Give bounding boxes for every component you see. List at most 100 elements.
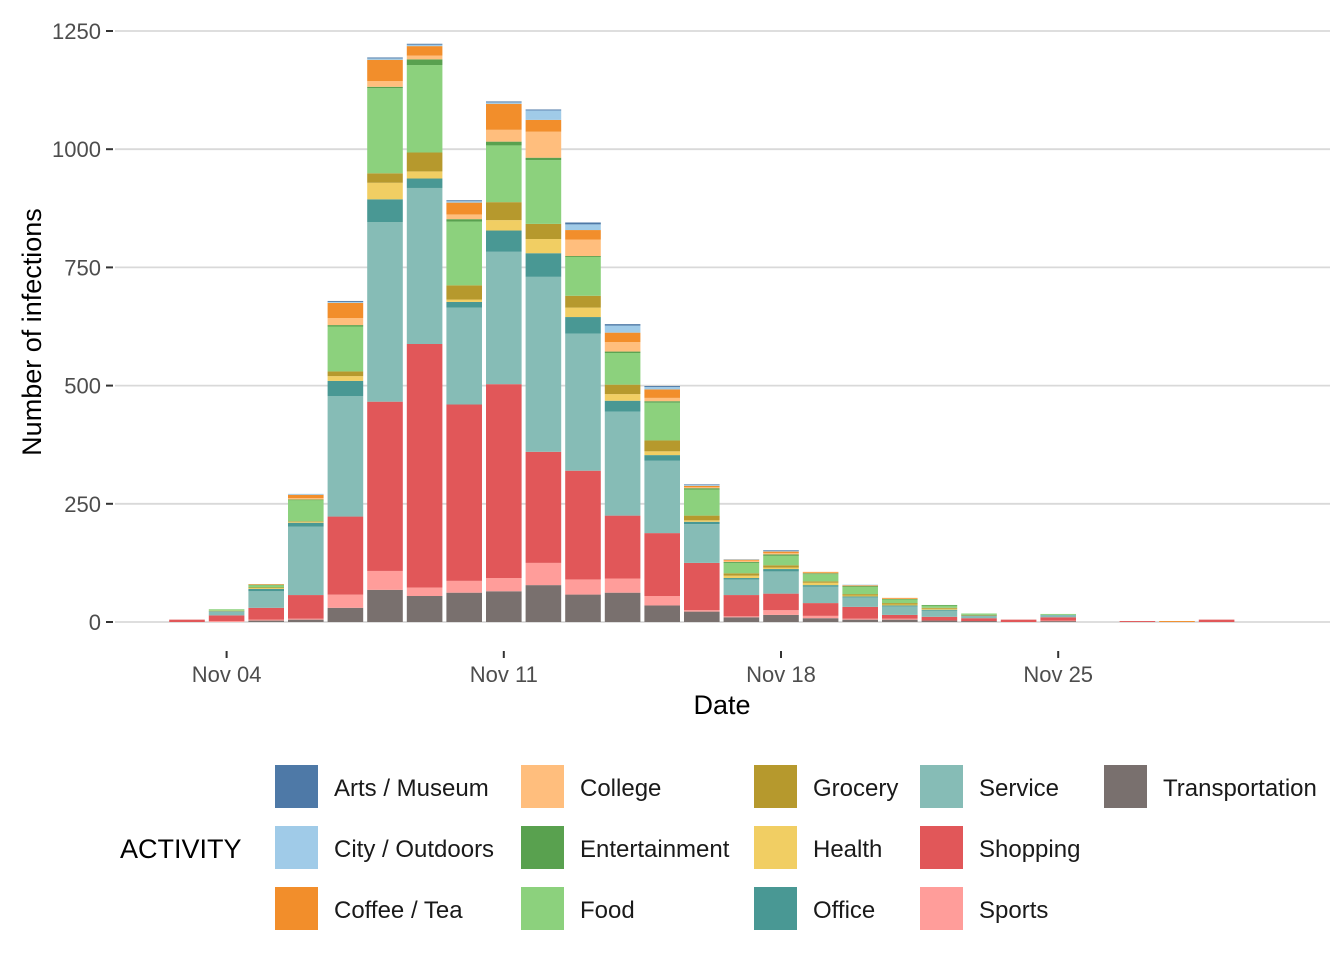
bar-segment-entertainment: [248, 584, 284, 586]
legend-label-health: Health: [813, 836, 882, 863]
bar-segment-city-outdoors: [327, 301, 364, 303]
bar-segment-shopping: [842, 606, 878, 619]
bar-segment-coffee-tea: [525, 119, 562, 132]
bar-segment-food: [367, 88, 403, 174]
legend-swatch-grocery: [754, 765, 797, 808]
legend-label-college: College: [580, 775, 661, 802]
bar-segment-food: [961, 613, 997, 615]
bar-segment-sports: [446, 580, 482, 593]
bar-segment-city-outdoors: [684, 484, 720, 486]
bar-segment-service: [684, 524, 720, 563]
bar-segment-sports: [406, 587, 443, 596]
bar-segment-service: [208, 611, 245, 616]
legend-swatch-coffee-tea: [275, 887, 318, 930]
bar-segment-office: [565, 317, 601, 334]
bar-segment-shopping: [961, 618, 997, 622]
bar-segment-city-outdoors: [486, 102, 522, 104]
bar-segment-coffee-tea: [842, 585, 878, 586]
bar-segment-sports: [1040, 620, 1076, 622]
bar-segment-office: [288, 522, 324, 527]
bar-segment-service: [565, 333, 601, 471]
y-tick-label: 500: [64, 374, 101, 399]
bar-segment-service: [961, 615, 997, 619]
bar-segment-transportation: [723, 617, 760, 622]
bar-segment-service: [723, 579, 760, 596]
bar-segment-college: [882, 598, 918, 599]
bar-segment-grocery: [604, 384, 641, 395]
bar-segment-entertainment: [882, 598, 918, 600]
bar-segment-coffee-tea: [327, 302, 364, 318]
bar-segment-food: [684, 489, 720, 516]
bar-segment-office: [208, 611, 245, 612]
legend-swatch-food: [521, 887, 564, 930]
bar-segment-shopping: [486, 384, 522, 579]
bar-segment-grocery: [486, 202, 522, 221]
bar-segment-shopping: [446, 404, 482, 581]
bar-segment-shopping: [367, 401, 403, 571]
bar-segment-transportation: [802, 618, 839, 622]
bar-segment-food: [406, 65, 443, 153]
bar-segment-grocery: [723, 573, 760, 576]
y-tick-label: 0: [89, 610, 101, 635]
bar-segment-shopping: [921, 616, 958, 621]
bar-segment-sports: [842, 618, 878, 620]
x-axis-title: Date: [693, 690, 750, 720]
bar-segment-city-outdoors: [288, 493, 324, 495]
bar-segment-arts-museum: [604, 324, 641, 326]
bar-segment-shopping: [1198, 619, 1235, 622]
bar-segment-transportation: [604, 592, 641, 622]
bar-segment-food: [723, 562, 760, 574]
x-tick-label: Nov 11: [470, 662, 538, 687]
bar-segment-office: [723, 578, 760, 580]
bar-segment-office: [525, 253, 562, 277]
bar-segment-food: [208, 609, 245, 611]
bar-segment-shopping: [327, 516, 364, 595]
legend-swatch-city-outdoors: [275, 826, 318, 869]
legend-label-office: Office: [813, 897, 875, 924]
bar-segment-service: [802, 586, 839, 604]
bar-segment-health: [565, 307, 601, 318]
bar-segment-sports: [327, 594, 364, 608]
bar-segment-grocery: [802, 581, 839, 583]
bar-segment-food: [882, 599, 918, 604]
bar-segment-college: [327, 317, 364, 326]
bar-segment-food: [565, 256, 601, 296]
bar-segment-college: [446, 214, 482, 220]
bar-segment-entertainment: [802, 573, 839, 575]
bar-segment-service: [525, 276, 562, 452]
bar-segment-health: [921, 608, 958, 610]
bar-segment-grocery: [882, 603, 918, 605]
bar-segment-coffee-tea: [288, 494, 324, 499]
bar-segment-transportation: [842, 619, 878, 622]
bar-segment-grocery: [961, 614, 997, 616]
legend-label-grocery: Grocery: [813, 775, 898, 802]
legend-swatch-college: [521, 765, 564, 808]
bar-segment-grocery: [367, 173, 403, 183]
bar-segment-entertainment: [723, 561, 760, 563]
bar-segment-health: [604, 394, 641, 401]
bar-segment-sports: [763, 610, 799, 615]
y-tick-label: 1000: [52, 137, 101, 162]
bar-segment-service: [921, 610, 958, 617]
bar-segment-coffee-tea: [644, 389, 680, 398]
bar-segment-office: [446, 301, 482, 308]
bar-segment-shopping: [763, 593, 799, 611]
bars: [169, 43, 1235, 622]
bar-segment-service: [367, 222, 403, 402]
bar-segment-office: [684, 521, 720, 525]
bar-segment-food: [248, 585, 284, 588]
y-tick-label: 250: [64, 492, 101, 517]
bar-segment-entertainment: [406, 59, 443, 66]
bar-segment-service: [327, 396, 364, 517]
bar-segment-transportation: [327, 607, 364, 622]
bar-segment-health: [288, 521, 324, 523]
bar-segment-food: [644, 402, 680, 441]
bar-segment-city-outdoors: [763, 550, 799, 552]
bar-segment-service: [763, 571, 799, 594]
bar-segment-service: [446, 307, 482, 405]
bar-segment-transportation: [882, 619, 918, 622]
bar-segment-grocery: [288, 521, 324, 522]
bar-segment-coffee-tea: [446, 202, 482, 215]
bar-segment-entertainment: [921, 604, 958, 606]
